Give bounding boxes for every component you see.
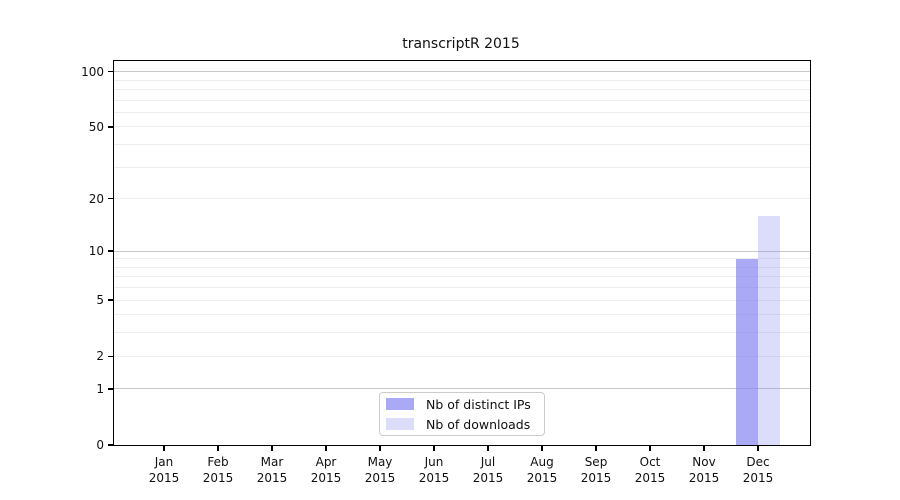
x-tick-nov <box>703 446 705 451</box>
minor-gridline-70 <box>114 99 810 101</box>
legend: Nb of distinct IPs Nb of downloads <box>379 392 545 436</box>
y-tick-1 <box>107 388 113 390</box>
major-gridline-10 <box>114 250 810 252</box>
y-tick-2 <box>107 355 113 357</box>
major-gridline-1 <box>114 388 810 390</box>
legend-label-distinct-ips: Nb of distinct IPs <box>426 396 531 412</box>
major-gridline-100 <box>114 71 810 73</box>
x-tick-label-sep: Sep 2015 <box>580 455 612 485</box>
y-tick-5 <box>107 299 113 301</box>
legend-swatch-downloads <box>386 418 414 430</box>
x-tick-label-oct: Oct 2015 <box>634 455 666 485</box>
minor-gridline-4 <box>114 314 810 316</box>
x-tick-label-jan: Jan 2015 <box>148 455 180 485</box>
bar-dec-nb-of-distinct-ips <box>736 258 758 445</box>
x-tick-aug <box>541 446 543 451</box>
y-tick-50 <box>107 126 113 128</box>
x-tick-label-nov: Nov 2015 <box>688 455 720 485</box>
minor-gridline-9 <box>114 258 810 260</box>
y-tick-10 <box>107 250 113 252</box>
minor-gridline-2 <box>114 355 810 357</box>
legend-item-downloads: Nb of downloads <box>386 414 544 434</box>
x-tick-label-jun: Jun 2015 <box>418 455 450 485</box>
minor-gridline-40 <box>114 144 810 146</box>
minor-gridline-50 <box>114 126 810 128</box>
minor-gridline-5 <box>114 299 810 301</box>
y-tick-label-50: 50 <box>88 119 104 134</box>
x-tick-label-mar: Mar 2015 <box>256 455 288 485</box>
minor-gridline-6 <box>114 287 810 289</box>
x-tick-label-aug: Aug 2015 <box>526 455 558 485</box>
x-tick-jun <box>433 446 435 451</box>
legend-label-downloads: Nb of downloads <box>426 416 531 432</box>
x-tick-mar <box>271 446 273 451</box>
minor-gridline-8 <box>114 266 810 268</box>
x-tick-label-apr: Apr 2015 <box>310 455 342 485</box>
y-tick-label-100: 100 <box>81 64 104 79</box>
x-tick-jul <box>487 446 489 451</box>
legend-item-distinct-ips: Nb of distinct IPs <box>386 394 544 414</box>
minor-gridline-60 <box>114 111 810 113</box>
minor-gridline-90 <box>114 79 810 81</box>
y-tick-100 <box>107 71 113 73</box>
bar-dec-nb-of-downloads <box>758 215 780 445</box>
y-tick-label-1: 1 <box>96 381 104 396</box>
y-tick-label-0: 0 <box>96 438 104 452</box>
chart-title: transcriptR 2015 <box>402 36 520 52</box>
legend-swatch-distinct-ips <box>386 398 414 410</box>
x-tick-dec <box>757 446 759 451</box>
x-tick-label-dec: Dec 2015 <box>742 455 774 485</box>
minor-gridline-20 <box>114 198 810 200</box>
minor-gridline-80 <box>114 88 810 90</box>
minor-gridline-3 <box>114 332 810 334</box>
y-tick-label-2: 2 <box>96 349 104 364</box>
y-tick-0 <box>107 444 113 446</box>
x-tick-may <box>379 446 381 451</box>
x-tick-jan <box>163 446 165 451</box>
y-tick-label-5: 5 <box>96 293 104 308</box>
x-tick-feb <box>217 446 219 451</box>
y-tick-20 <box>107 198 113 200</box>
x-tick-apr <box>325 446 327 451</box>
plot-area: 0 1 2 5 10 20 50 100 Jan 2015 Feb 2015 Mar 2015 Ap… <box>81 60 811 485</box>
y-tick-label-10: 10 <box>88 244 104 258</box>
x-tick-label-feb: Feb 2015 <box>202 455 234 485</box>
x-tick-label-may: May 2015 <box>364 455 396 485</box>
x-tick-oct <box>649 446 651 451</box>
minor-gridline-7 <box>114 276 810 278</box>
y-tick-label-20: 20 <box>88 191 104 206</box>
minor-gridline-30 <box>114 166 810 168</box>
x-tick-sep <box>595 446 597 451</box>
x-tick-label-jul: Jul 2015 <box>472 455 504 485</box>
